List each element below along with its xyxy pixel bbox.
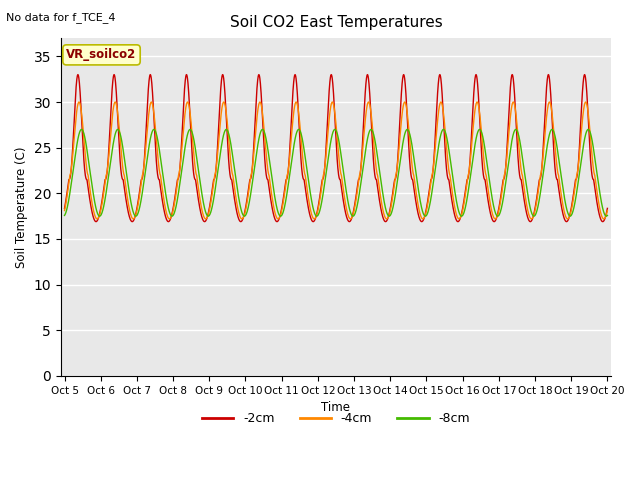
-2cm (61, 205, 68, 211)
-4cm (75, 99, 83, 105)
-2cm (534, 183, 542, 189)
-2cm (604, 205, 611, 211)
-2cm (593, 199, 601, 205)
-8cm (593, 170, 601, 176)
-8cm (292, 131, 300, 136)
-4cm (155, 164, 163, 169)
-4cm (292, 99, 300, 105)
Title: Soil CO2 East Temperatures: Soil CO2 East Temperatures (230, 15, 442, 30)
-8cm (269, 181, 276, 187)
Text: No data for f_TCE_4: No data for f_TCE_4 (6, 12, 116, 23)
-2cm (599, 219, 607, 225)
-4cm (604, 208, 611, 214)
-8cm (77, 127, 85, 132)
-4cm (61, 208, 68, 214)
-8cm (61, 213, 68, 218)
Line: -4cm: -4cm (65, 102, 607, 219)
-8cm (602, 213, 610, 219)
Legend: -2cm, -4cm, -8cm: -2cm, -4cm, -8cm (196, 408, 475, 431)
-2cm (155, 177, 163, 182)
-2cm (292, 79, 300, 84)
X-axis label: Time: Time (321, 401, 351, 414)
Line: -8cm: -8cm (65, 130, 607, 216)
-2cm (123, 201, 131, 206)
-2cm (269, 209, 276, 215)
-8cm (155, 144, 163, 149)
Line: -2cm: -2cm (65, 74, 607, 222)
-4cm (593, 188, 601, 194)
-8cm (123, 171, 131, 177)
-4cm (123, 190, 131, 195)
Text: VR_soilco2: VR_soilco2 (67, 48, 137, 61)
-8cm (534, 201, 542, 207)
Y-axis label: Soil Temperature (C): Soil Temperature (C) (15, 146, 28, 268)
-8cm (604, 213, 611, 218)
-4cm (600, 216, 607, 222)
-2cm (74, 72, 82, 77)
-4cm (269, 200, 276, 205)
-4cm (534, 187, 542, 193)
